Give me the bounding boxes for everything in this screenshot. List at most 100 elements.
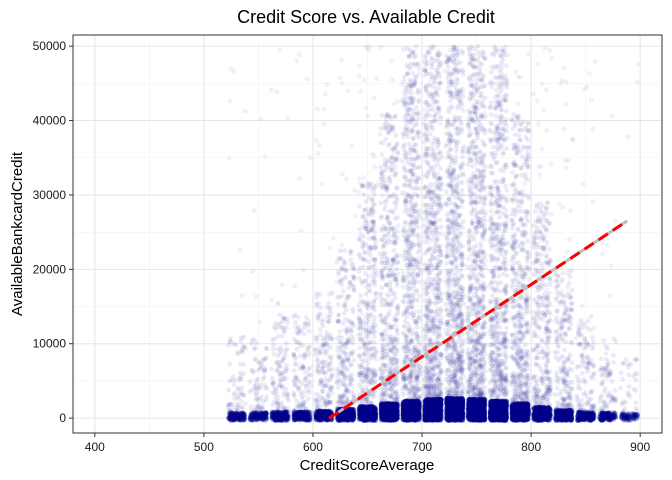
data-point bbox=[225, 402, 231, 408]
data-point bbox=[255, 402, 261, 408]
data-point bbox=[228, 336, 234, 342]
data-point bbox=[248, 414, 254, 420]
data-point bbox=[249, 338, 255, 343]
data-point bbox=[292, 407, 298, 413]
data-point bbox=[272, 399, 277, 405]
data-point bbox=[229, 416, 235, 422]
data-point bbox=[282, 351, 288, 357]
data-point bbox=[228, 412, 234, 418]
data-point bbox=[270, 337, 275, 343]
data-point bbox=[394, 186, 399, 192]
data-point bbox=[297, 176, 302, 182]
data-point bbox=[382, 126, 388, 132]
data-point bbox=[365, 360, 371, 366]
data-point bbox=[350, 306, 356, 312]
data-point bbox=[231, 69, 237, 74]
data-point bbox=[383, 226, 389, 231]
data-point bbox=[232, 410, 238, 417]
data-point bbox=[336, 349, 342, 354]
data-point bbox=[356, 302, 362, 308]
data-point bbox=[236, 377, 242, 383]
data-point bbox=[303, 374, 309, 380]
data-point bbox=[228, 401, 234, 407]
data-point bbox=[258, 366, 264, 371]
data-point bbox=[238, 413, 244, 419]
data-point bbox=[230, 410, 236, 416]
data-point bbox=[278, 415, 284, 421]
data-point bbox=[390, 258, 396, 264]
data-point bbox=[279, 282, 285, 287]
data-point bbox=[382, 234, 388, 239]
data-point bbox=[262, 417, 268, 423]
data-point bbox=[243, 346, 248, 352]
data-point bbox=[383, 406, 389, 411]
data-point bbox=[236, 386, 242, 392]
data-point bbox=[393, 276, 399, 282]
data-point bbox=[318, 403, 324, 408]
data-point bbox=[253, 415, 259, 421]
data-point bbox=[327, 400, 333, 406]
data-point bbox=[231, 341, 237, 347]
data-point bbox=[361, 77, 367, 83]
data-point bbox=[305, 345, 311, 351]
data-point bbox=[319, 386, 325, 392]
data-point bbox=[262, 413, 268, 420]
data-point bbox=[360, 388, 366, 394]
scatter-points bbox=[225, 43, 641, 423]
data-point bbox=[226, 401, 232, 407]
minor-gridlines bbox=[73, 35, 662, 433]
data-point bbox=[371, 303, 377, 309]
data-point bbox=[237, 415, 243, 421]
data-point bbox=[389, 383, 395, 389]
data-point bbox=[320, 337, 326, 343]
data-point bbox=[231, 416, 237, 422]
data-point bbox=[228, 412, 234, 418]
data-point bbox=[260, 376, 266, 382]
data-point bbox=[237, 375, 243, 381]
data-point bbox=[364, 321, 370, 326]
data-point bbox=[233, 415, 239, 421]
data-point bbox=[364, 415, 369, 421]
data-point bbox=[229, 412, 236, 418]
data-point bbox=[239, 389, 245, 395]
data-point bbox=[228, 414, 234, 420]
data-point bbox=[350, 336, 356, 342]
data-point bbox=[355, 326, 361, 332]
data-point bbox=[349, 376, 355, 382]
data-point bbox=[233, 414, 239, 420]
data-point bbox=[240, 412, 247, 418]
data-point bbox=[259, 415, 266, 421]
data-point bbox=[240, 413, 246, 419]
data-point bbox=[361, 379, 367, 385]
data-point bbox=[364, 303, 370, 309]
data-point bbox=[252, 414, 258, 420]
data-point bbox=[263, 410, 269, 416]
data-point bbox=[326, 411, 332, 417]
data-point bbox=[326, 362, 332, 367]
data-point bbox=[235, 395, 241, 401]
data-point bbox=[357, 345, 363, 351]
data-point bbox=[373, 413, 379, 419]
data-point bbox=[231, 413, 237, 419]
data-point bbox=[264, 410, 269, 416]
data-point bbox=[261, 413, 268, 419]
data-point bbox=[301, 399, 307, 405]
data-point bbox=[295, 376, 300, 382]
data-point bbox=[387, 180, 393, 186]
data-point bbox=[352, 213, 358, 219]
data-point bbox=[227, 409, 233, 415]
data-point bbox=[232, 377, 238, 383]
data-point bbox=[227, 412, 234, 418]
data-point bbox=[253, 293, 259, 299]
data-point bbox=[241, 417, 247, 423]
data-point bbox=[262, 411, 268, 417]
data-point bbox=[253, 357, 259, 363]
data-point bbox=[239, 411, 245, 417]
data-point bbox=[340, 359, 345, 365]
data-point bbox=[269, 297, 275, 303]
data-point bbox=[226, 410, 233, 417]
data-point bbox=[394, 328, 400, 333]
data-point bbox=[236, 351, 241, 357]
data-point bbox=[359, 311, 365, 317]
